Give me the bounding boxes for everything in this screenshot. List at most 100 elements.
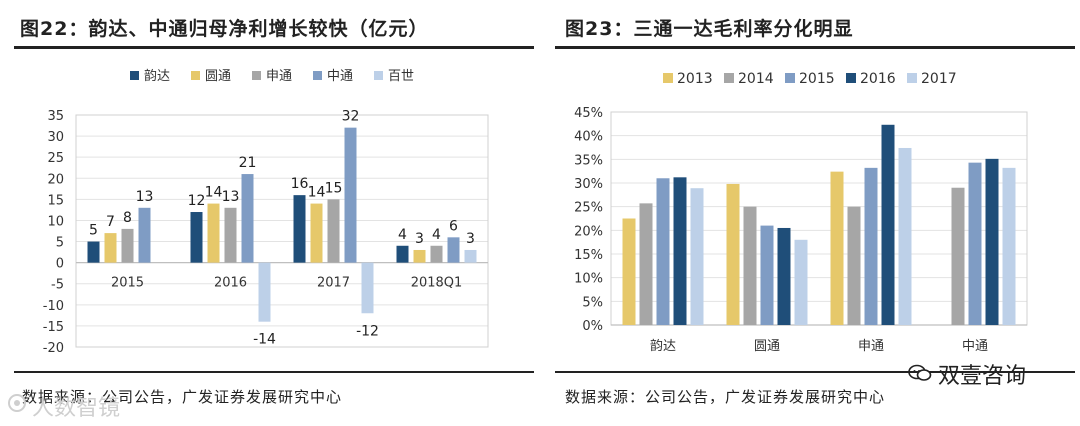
right-source-note: 数据来源：公司公告，广发证券发展研究中心 [565, 388, 886, 406]
right-chart-title: 图23：三通一达毛利率分化明显 [565, 18, 854, 40]
left-y-tick-label: 10 [47, 214, 64, 229]
left-legend-swatch-申通 [252, 71, 261, 80]
right-legend-swatch-2017 [907, 73, 917, 83]
left-bar-申通 [430, 245, 443, 263]
right-legend-label: 2016 [860, 71, 896, 87]
left-source-note: 数据来源：公司公告，广发证券发展研究中心 [22, 388, 343, 406]
right-y-tick-label: 15% [574, 248, 603, 263]
left-y-tick-label: -20 [43, 341, 64, 356]
left-y-tick-label: 0 [56, 257, 64, 272]
right-bar-2014 [847, 206, 861, 325]
right-x-category-label: 韵达 [650, 339, 676, 354]
right-y-tick-label: 20% [574, 224, 603, 239]
left-data-label: 13 [136, 189, 154, 205]
right-legend-label: 2015 [799, 71, 835, 87]
right-legend-swatch-2014 [724, 73, 734, 83]
left-y-tick-label: 20 [47, 172, 64, 187]
right-bar-2015 [968, 162, 982, 325]
right-bar-2016 [673, 177, 687, 325]
right-legend-label: 2013 [677, 71, 713, 87]
right-bar-2017 [690, 188, 704, 325]
left-legend-swatch-百世 [374, 71, 383, 80]
left-data-label: 32 [342, 109, 360, 125]
right-y-tick-label: 35% [574, 153, 603, 168]
left-data-label: 4 [398, 227, 407, 243]
left-y-tick-label: 30 [47, 130, 64, 145]
left-data-label: -14 [253, 332, 276, 348]
right-bottom-rule [555, 371, 1075, 373]
left-plot-frame [75, 114, 489, 348]
left-legend-label: 百世 [388, 69, 414, 84]
right-x-category-label: 中通 [962, 339, 988, 354]
left-bar-韵达 [396, 245, 409, 263]
left-data-label: -12 [356, 323, 379, 339]
left-bar-百世 [361, 262, 374, 314]
right-y-tick-label: 5% [582, 295, 603, 310]
right-bar-2014 [639, 203, 653, 325]
right-legend-label: 2017 [921, 71, 957, 87]
left-bar-圆通 [413, 249, 426, 263]
right-bar-2013 [830, 171, 844, 325]
left-x-category-label: 2015 [111, 276, 144, 291]
left-data-label: 5 [89, 223, 98, 239]
right-bar-2014 [951, 187, 965, 325]
left-bar-韵达 [87, 241, 100, 263]
left-y-tick-label: -5 [51, 278, 64, 293]
left-data-label: 16 [291, 176, 309, 192]
left-data-label: 3 [415, 231, 424, 247]
right-y-tick-label: 25% [574, 201, 603, 216]
left-bar-韵达 [293, 195, 306, 263]
left-legend-label: 申通 [266, 69, 292, 84]
left-bar-申通 [327, 199, 340, 263]
left-bar-申通 [224, 207, 237, 263]
watermark-text: 人数智镜 [32, 396, 121, 421]
left-legend-swatch-圆通 [191, 71, 200, 80]
left-y-tick-label: 15 [47, 193, 64, 208]
right-plot-frame [610, 111, 1028, 326]
left-bar-中通 [138, 207, 151, 263]
left-legend-swatch-中通 [313, 71, 322, 80]
left-bottom-rule [14, 371, 534, 373]
right-y-tick-label: 45% [574, 106, 603, 121]
right-bar-2016 [777, 227, 791, 325]
right-legend-swatch-2016 [846, 73, 856, 83]
right-bar-2017 [1002, 167, 1016, 325]
left-bar-中通 [344, 127, 357, 263]
left-data-label: 6 [449, 218, 458, 234]
right-legend-swatch-2013 [663, 73, 673, 83]
left-data-label: 12 [188, 193, 206, 209]
left-bar-圆通 [104, 233, 117, 263]
left-title-rule [14, 46, 534, 49]
right-y-tick-label: 30% [574, 177, 603, 192]
right-bar-2015 [760, 225, 774, 325]
left-bar-圆通 [207, 203, 220, 263]
left-bar-百世 [258, 262, 271, 322]
right-bar-2013 [622, 218, 636, 325]
right-y-tick-label: 40% [574, 130, 603, 145]
left-data-label: 13 [222, 189, 240, 205]
left-legend-label: 圆通 [205, 69, 231, 84]
left-x-category-label: 2017 [317, 276, 350, 291]
right-bar-2016 [881, 124, 895, 325]
left-y-tick-label: 35 [47, 109, 64, 124]
left-legend-label: 中通 [327, 69, 353, 84]
left-y-tick-label: 5 [56, 236, 64, 251]
left-y-tick-label: -15 [43, 320, 64, 335]
left-chart-title: 图22：韵达、中通归母净利增长较快（亿元） [20, 18, 429, 40]
left-data-label: 21 [239, 155, 257, 171]
right-legend-swatch-2015 [785, 73, 795, 83]
right-bar-2013 [726, 183, 740, 325]
wechat-icon [908, 364, 932, 381]
brand-watermark: 双壹咨询 [938, 364, 1027, 389]
right-bar-2017 [794, 239, 808, 325]
left-data-label: 14 [205, 185, 223, 201]
right-y-tick-label: 10% [574, 272, 603, 287]
left-y-tick-label: 25 [47, 151, 64, 166]
right-bar-2015 [656, 178, 670, 325]
watermark-logo-icon [8, 394, 26, 412]
left-legend-label: 韵达 [144, 69, 170, 84]
left-data-label: 7 [106, 214, 115, 230]
right-bar-2016 [985, 158, 999, 325]
left-data-label: 4 [432, 227, 441, 243]
